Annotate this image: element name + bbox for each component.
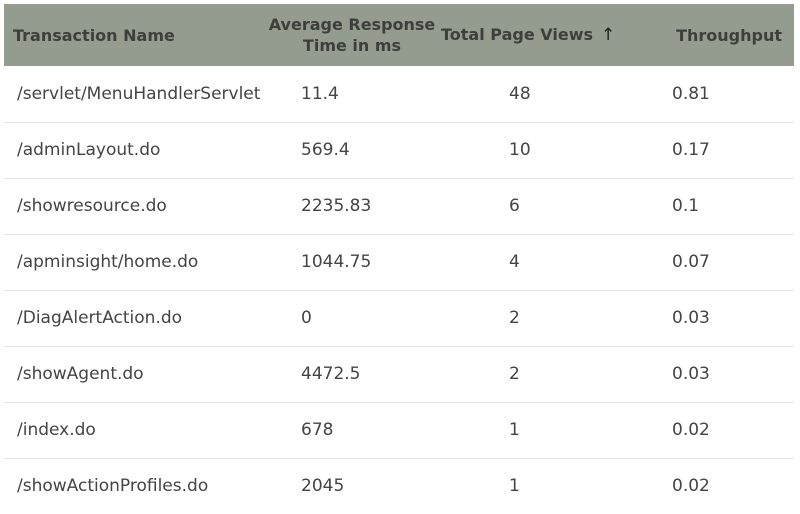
table-row[interactable]: /showAgent.do 4472.5 2 0.03 bbox=[4, 346, 794, 402]
column-header-total-page-views-label: Total Page Views bbox=[441, 25, 593, 44]
cell-throughput: 0.02 bbox=[672, 476, 710, 497]
column-header-average-response-line1: Average Response bbox=[268, 15, 436, 34]
table-body: /servlet/MenuHandlerServlet 11.4 48 0.81/ad… bbox=[4, 66, 794, 514]
cell-throughput: 0.1 bbox=[672, 196, 700, 216]
header-row: Transaction Name Average Response Time i… bbox=[4, 4, 794, 66]
column-header-transaction-name[interactable]: Transaction Name bbox=[13, 25, 175, 45]
cell-throughput: 0.07 bbox=[672, 252, 710, 272]
transactions-table-container: Transaction Name Average Response Time i… bbox=[4, 4, 794, 514]
column-header-throughput[interactable]: Throughput bbox=[676, 25, 782, 45]
cell-transaction-name[interactable]: /apminsight/home.do bbox=[17, 252, 199, 272]
table-row[interactable]: /showresource.do 2235.83 6 0.1 bbox=[4, 178, 794, 234]
column-header-average-response-time[interactable]: Average Response Time in ms bbox=[263, 4, 441, 66]
cell-total-page-views: 4 bbox=[509, 252, 520, 272]
column-header-total-page-views[interactable]: Total Page Views ↑ bbox=[441, 4, 639, 66]
cell-average-response-time: 4472.5 bbox=[301, 364, 361, 384]
cell-transaction-name[interactable]: /showAgent.do bbox=[17, 364, 144, 384]
cell-total-page-views: 10 bbox=[509, 140, 531, 160]
arrow-up-icon: ↑ bbox=[601, 25, 616, 45]
cell-transaction-name[interactable]: /showActionProfiles.do bbox=[17, 476, 209, 497]
cell-transaction-name[interactable]: /adminLayout.do bbox=[17, 140, 161, 160]
cell-total-page-views: 1 bbox=[509, 476, 520, 497]
table-row[interactable]: /adminLayout.do 569.4 10 0.17 bbox=[4, 122, 794, 178]
cell-throughput: 0.02 bbox=[672, 420, 710, 440]
cell-throughput: 0.81 bbox=[672, 83, 710, 104]
table-row[interactable]: /apminsight/home.do 1044.75 4 0.07 bbox=[4, 234, 794, 290]
table-row[interactable]: /index.do 678 1 0.02 bbox=[4, 402, 794, 458]
cell-average-response-time: 0 bbox=[301, 308, 312, 328]
cell-throughput: 0.03 bbox=[672, 364, 710, 384]
table-row[interactable]: /showActionProfiles.do 2045 1 0.02 bbox=[4, 458, 794, 514]
cell-average-response-time: 678 bbox=[301, 420, 334, 440]
cell-throughput: 0.03 bbox=[672, 308, 710, 328]
cell-transaction-name[interactable]: /servlet/MenuHandlerServlet bbox=[17, 83, 261, 104]
cell-total-page-views: 2 bbox=[509, 364, 520, 384]
cell-transaction-name[interactable]: /showresource.do bbox=[17, 196, 167, 216]
cell-average-response-time: 1044.75 bbox=[301, 252, 372, 272]
cell-total-page-views: 48 bbox=[509, 83, 531, 104]
cell-total-page-views: 6 bbox=[509, 196, 520, 216]
cell-average-response-time: 569.4 bbox=[301, 140, 350, 160]
table-row[interactable]: /DiagAlertAction.do 0 2 0.03 bbox=[4, 290, 794, 346]
table-row[interactable]: /servlet/MenuHandlerServlet 11.4 48 0.81 bbox=[4, 66, 794, 122]
transactions-table: Transaction Name Average Response Time i… bbox=[4, 4, 794, 514]
cell-total-page-views: 1 bbox=[509, 420, 520, 440]
table-header: Transaction Name Average Response Time i… bbox=[4, 4, 794, 66]
column-header-average-response-line2: Time in ms bbox=[302, 36, 402, 55]
cell-average-response-time: 11.4 bbox=[301, 83, 339, 104]
cell-transaction-name[interactable]: /index.do bbox=[17, 420, 96, 440]
cell-transaction-name[interactable]: /DiagAlertAction.do bbox=[17, 308, 183, 328]
cell-average-response-time: 2045 bbox=[301, 476, 345, 497]
cell-total-page-views: 2 bbox=[509, 308, 520, 328]
cell-throughput: 0.17 bbox=[672, 140, 710, 160]
cell-average-response-time: 2235.83 bbox=[301, 196, 372, 216]
